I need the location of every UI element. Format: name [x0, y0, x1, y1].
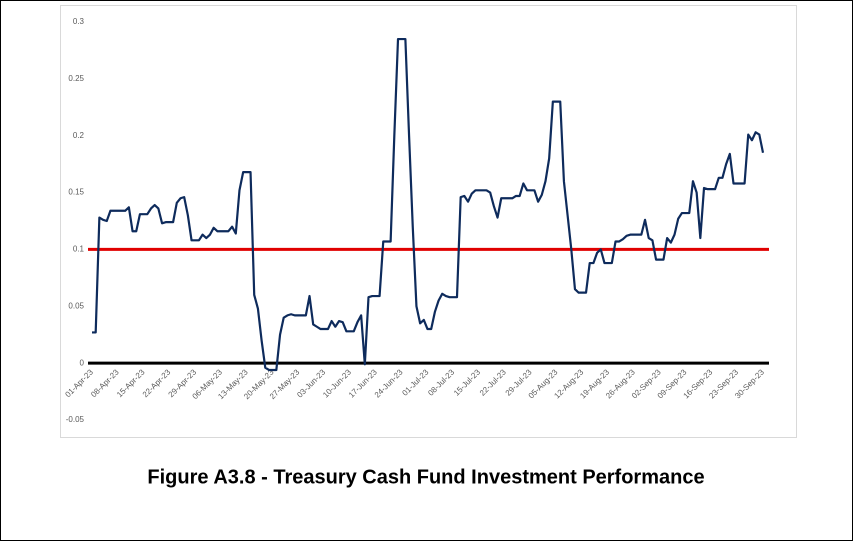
y-tick-label: 0.05	[68, 301, 84, 310]
y-tick-label: 0.25	[68, 74, 84, 83]
data-line	[92, 37, 765, 372]
chart-frame	[60, 5, 797, 438]
y-tick-label: -0.05	[66, 415, 85, 424]
y-tick-label: 0.2	[73, 131, 85, 140]
y-tick-label: 0	[80, 358, 85, 367]
y-tick-label: 0.15	[68, 188, 84, 197]
chart-title: Figure A3.8 - Treasury Cash Fund Investm…	[147, 466, 704, 488]
y-tick-label: 0.3	[73, 17, 85, 26]
y-tick-label: 0.1	[73, 245, 85, 254]
